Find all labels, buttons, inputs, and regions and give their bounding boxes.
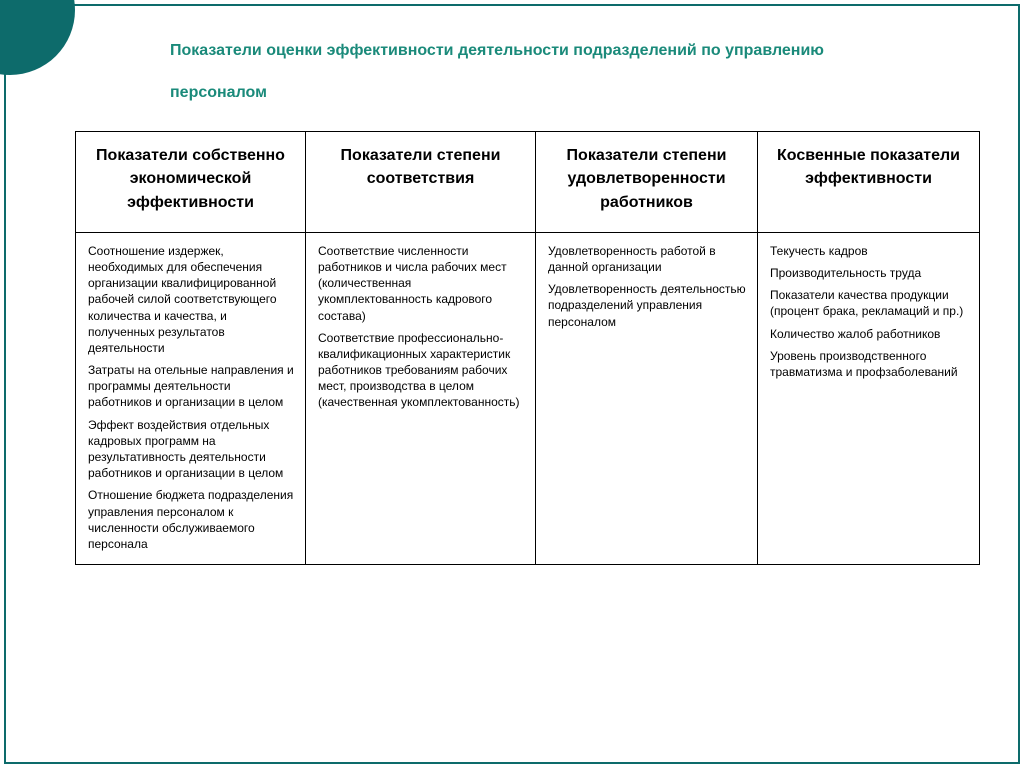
cell-item: Показатели качества продукции (процент б… [770, 287, 969, 319]
table-body-row: Соотношение издержек, необходимых для об… [76, 232, 980, 564]
col-header-3: Показатели степени удовлетворенности раб… [536, 132, 758, 233]
slide-content: Показатели оценки эффективности деятельн… [75, 30, 1004, 748]
cell-item: Удовлетворенность работой в данной орган… [548, 243, 747, 275]
cell-item: Уровень производственного травматизма и … [770, 348, 969, 380]
table-header-row: Показатели собственно экономической эффе… [76, 132, 980, 233]
cell-item: Удовлетворенность деятельностью подразде… [548, 281, 747, 330]
col-header-4: Косвенные показатели эффективности [758, 132, 980, 233]
cell-item: Соответствие численности работников и чи… [318, 243, 525, 324]
title-line-1: Показатели оценки эффективности деятельн… [170, 42, 824, 59]
cell-item: Соответствие профессионально-квалификаци… [318, 330, 525, 411]
cell-2: Соответствие численности работников и чи… [306, 232, 536, 564]
cell-item: Текучесть кадров [770, 243, 969, 259]
title-line-2: персоналом [170, 84, 267, 101]
cell-item: Количество жалоб работников [770, 326, 969, 342]
cell-item: Соотношение издержек, необходимых для об… [88, 243, 295, 356]
slide-title: Показатели оценки эффективности деятельн… [170, 30, 1004, 113]
cell-1: Соотношение издержек, необходимых для об… [76, 232, 306, 564]
cell-item: Производительность труда [770, 265, 969, 281]
cell-4: Текучесть кадров Производительность труд… [758, 232, 980, 564]
cell-item: Эффект воздействия отдельных кадровых пр… [88, 417, 295, 482]
col-header-1: Показатели собственно экономической эффе… [76, 132, 306, 233]
cell-item: Отношение бюджета подразделения управлен… [88, 487, 295, 552]
cell-3: Удовлетворенность работой в данной орган… [536, 232, 758, 564]
indicators-table: Показатели собственно экономической эффе… [75, 131, 980, 565]
col-header-2: Показатели степени соответствия [306, 132, 536, 233]
cell-item: Затраты на отельные направления и програ… [88, 362, 295, 411]
